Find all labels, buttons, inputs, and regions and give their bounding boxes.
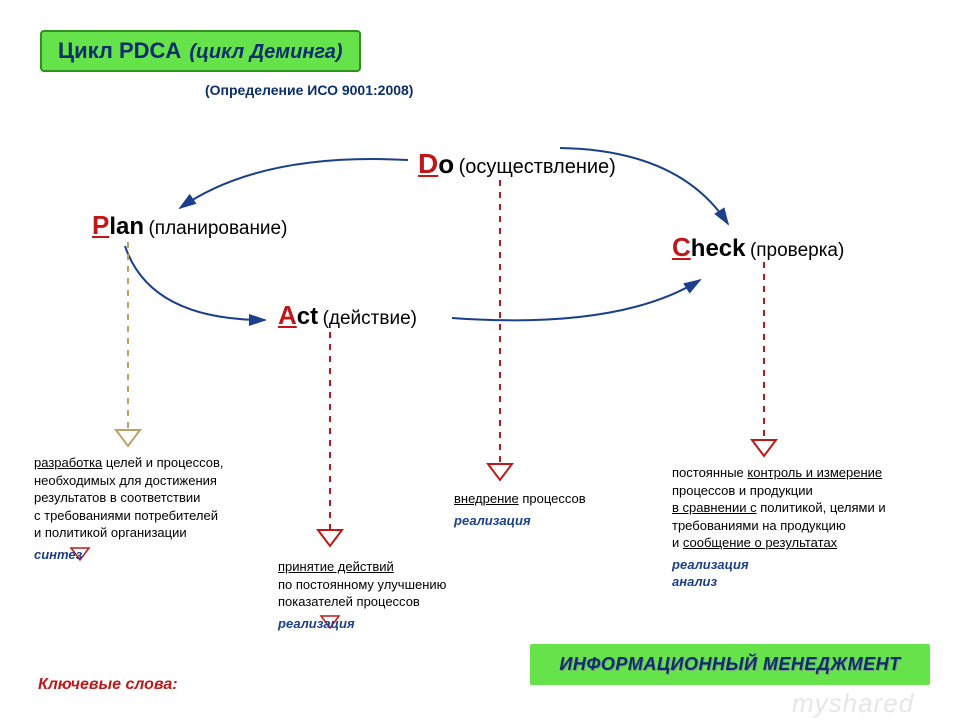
- title-paren: (цикл Деминга): [189, 41, 342, 64]
- keywords-label: Ключевые слова:: [38, 676, 178, 694]
- phase-act-first: A: [278, 300, 297, 330]
- phase-check-translation: (проверка): [750, 240, 844, 261]
- phase-plan-first: P: [92, 210, 109, 240]
- phase-act-rest: ct: [297, 303, 318, 330]
- phase-do: Do (осуществление): [418, 148, 616, 180]
- desc-act: принятие действийпо постоянному улучшени…: [278, 558, 478, 632]
- desc-do: внедрение процессовреализация: [454, 490, 634, 529]
- watermark: myshared: [792, 688, 914, 719]
- phase-plan-rest: lan: [109, 213, 144, 240]
- desc-plan: разработка целей и процессов,необходимых…: [34, 454, 264, 563]
- title-box: Цикл PDCA (цикл Деминга): [40, 30, 361, 72]
- phase-plan-translation: (планирование): [148, 218, 287, 239]
- diagram-overlay: [0, 0, 960, 720]
- subtitle: (Определение ИСО 9001:2008): [205, 82, 413, 98]
- phase-check-rest: heck: [691, 235, 746, 262]
- phase-act: Act (действие): [278, 300, 417, 331]
- phase-check-first: C: [672, 232, 691, 262]
- phase-do-first: D: [418, 148, 438, 179]
- footer-box: ИНФОРМАЦИОННЫЙ МЕНЕДЖМЕНТ: [530, 644, 930, 685]
- phase-act-translation: (действие): [323, 308, 417, 329]
- title-main: Цикл PDCA: [58, 38, 181, 64]
- phase-do-translation: (осуществление): [459, 156, 616, 178]
- phase-plan: Plan (планирование): [92, 210, 287, 241]
- phase-check: Check (проверка): [672, 232, 844, 263]
- desc-check: постоянные контроль и измерениепроцессов…: [672, 464, 932, 591]
- phase-do-rest: o: [438, 149, 454, 179]
